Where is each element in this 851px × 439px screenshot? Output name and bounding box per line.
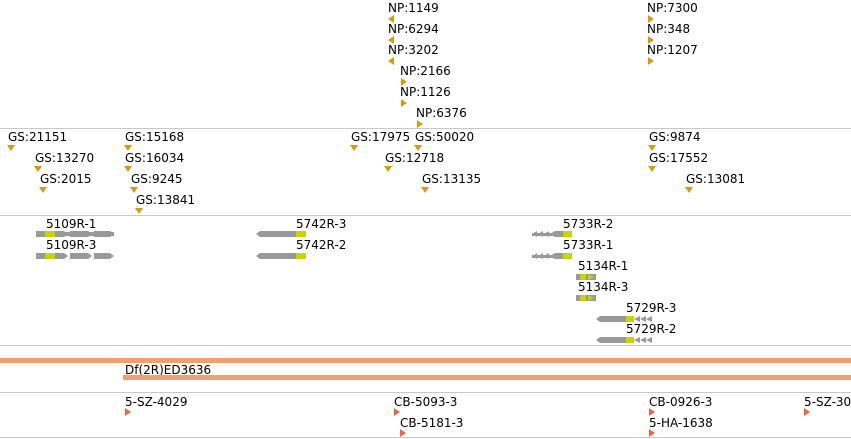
- gs-marker-17975[interactable]: [350, 145, 358, 151]
- gs-marker-9245[interactable]: [130, 187, 138, 193]
- np-marker-6376[interactable]: [417, 120, 423, 128]
- np-marker-6294[interactable]: [388, 36, 394, 44]
- transcript-5733R-1[interactable]: [532, 253, 572, 259]
- np-marker-1207[interactable]: [648, 57, 654, 65]
- gs-marker-13270[interactable]: [34, 166, 42, 172]
- cb-marker-CB-5093-3[interactable]: [394, 408, 400, 416]
- cb-label-5-SZ-4029[interactable]: 5-SZ-4029: [125, 395, 188, 409]
- np-marker-2166[interactable]: [401, 78, 407, 86]
- cb-label-5-HA-1638[interactable]: 5-HA-1638: [649, 416, 713, 430]
- gene-label-5134R-3[interactable]: 5134R-3: [578, 280, 629, 294]
- np-track: NP:1149 NP:6294 NP:3202 NP:2166 NP:1126 …: [0, 0, 851, 128]
- deficiency-track: Df(2R)ED3636: [0, 346, 851, 392]
- gene-glyphs: [36, 231, 652, 343]
- np-marker-1126[interactable]: [401, 99, 407, 107]
- np-label-1149[interactable]: NP:1149: [388, 1, 439, 15]
- gs-label-50020[interactable]: GS:50020: [415, 130, 475, 144]
- gene-label-5742R-3[interactable]: 5742R-3: [296, 217, 347, 231]
- gs-label-17975[interactable]: GS:17975: [351, 130, 411, 144]
- np-marker-7300[interactable]: [648, 15, 654, 23]
- transcript-5742R-3[interactable]: [256, 231, 306, 237]
- gs-label-16034[interactable]: GS:16034: [125, 151, 185, 165]
- gs-marker-2015[interactable]: [39, 187, 47, 193]
- gs-label-13081[interactable]: GS:13081: [686, 172, 746, 186]
- gs-marker-17552[interactable]: [648, 166, 656, 172]
- cb-marker-5-SZ-30[interactable]: [804, 408, 810, 416]
- np-label-1126[interactable]: NP:1126: [400, 85, 451, 99]
- gs-track: GS:21151 GS:13270 GS:2015 GS:15168 GS:16…: [0, 129, 851, 215]
- np-marker-1149[interactable]: [388, 15, 394, 23]
- gene-label-5733R-2[interactable]: 5733R-2: [563, 217, 614, 231]
- gene-label-5729R-3[interactable]: 5729R-3: [626, 301, 677, 315]
- gene-label-5729R-2[interactable]: 5729R-2: [626, 322, 677, 336]
- transcript-5742R-2[interactable]: [256, 253, 306, 259]
- gs-label-17552[interactable]: GS:17552: [649, 151, 709, 165]
- np-label-2166[interactable]: NP:2166: [400, 64, 451, 78]
- gene-label-5742R-2[interactable]: 5742R-2: [296, 238, 347, 252]
- track-divider: [0, 128, 851, 129]
- np-label-1207[interactable]: NP:1207: [647, 43, 698, 57]
- cb-label-CB-5093-3[interactable]: CB-5093-3: [394, 395, 458, 409]
- cb-label-CB-5181-3[interactable]: CB-5181-3: [400, 416, 464, 430]
- gs-marker-16034[interactable]: [124, 166, 132, 172]
- cb-marker-5-SZ-4029[interactable]: [125, 408, 131, 416]
- gs-label-13270[interactable]: GS:13270: [35, 151, 95, 165]
- np-marker-348[interactable]: [648, 36, 654, 44]
- transcript-5109R-3[interactable]: [36, 253, 114, 259]
- transcript-5134R-1[interactable]: [576, 274, 596, 280]
- deficiency-bar-ed3636[interactable]: [123, 375, 851, 380]
- gs-marker-50020[interactable]: [414, 145, 422, 151]
- gs-label-13841[interactable]: GS:13841: [136, 193, 196, 207]
- gs-marker-12718[interactable]: [384, 166, 392, 172]
- track-divider: [0, 215, 851, 216]
- transcript-5134R-3[interactable]: [576, 295, 596, 301]
- cb-label-CB-0926-3[interactable]: CB-0926-3: [649, 395, 713, 409]
- gs-marker-15168[interactable]: [124, 145, 132, 151]
- transcript-5109R-1[interactable]: [36, 231, 114, 237]
- np-marker-3202[interactable]: [388, 57, 394, 65]
- gene-label-5733R-1[interactable]: 5733R-1: [563, 238, 614, 252]
- track-divider: [0, 437, 851, 438]
- transcript-5733R-2[interactable]: [532, 231, 572, 237]
- gene-track: 5109R-1 5109R-3 5742R-3 5742R-2 5733R-2 …: [0, 216, 851, 345]
- gs-label-9245[interactable]: GS:9245: [131, 172, 183, 186]
- cb-track: 5-SZ-4029 CB-5093-3 CB-5181-3 CB-0926-3 …: [0, 393, 851, 437]
- cb-marker-CB-5181-3[interactable]: [400, 429, 406, 437]
- gs-label-15168[interactable]: GS:15168: [125, 130, 185, 144]
- np-label-3202[interactable]: NP:3202: [388, 43, 439, 57]
- track-divider: [0, 392, 851, 393]
- gs-label-9874[interactable]: GS:9874: [649, 130, 701, 144]
- gs-marker-13841[interactable]: [135, 208, 143, 214]
- gs-marker-13135[interactable]: [421, 187, 429, 193]
- np-label-6376[interactable]: NP:6376: [416, 106, 467, 120]
- np-label-6294[interactable]: NP:6294: [388, 22, 439, 36]
- gs-label-12718[interactable]: GS:12718: [385, 151, 445, 165]
- gs-marker-21151[interactable]: [7, 145, 15, 151]
- transcript-5729R-3[interactable]: [596, 316, 652, 322]
- np-label-348[interactable]: NP:348: [647, 22, 691, 36]
- gene-label-5134R-1[interactable]: 5134R-1: [578, 259, 629, 273]
- gene-label-5109R-1[interactable]: 5109R-1: [46, 217, 97, 231]
- gene-label-5109R-3[interactable]: 5109R-3: [46, 238, 97, 252]
- gs-label-13135[interactable]: GS:13135: [422, 172, 482, 186]
- deficiency-label[interactable]: Df(2R)ED3636: [125, 363, 212, 377]
- gs-marker-9874[interactable]: [648, 145, 656, 151]
- track-divider: [0, 345, 851, 346]
- transcript-5729R-2[interactable]: [596, 337, 652, 343]
- deficiency-bar-full[interactable]: [0, 358, 851, 363]
- gs-label-2015[interactable]: GS:2015: [40, 172, 92, 186]
- cb-marker-CB-0926-3[interactable]: [649, 408, 655, 416]
- cb-marker-5-HA-1638[interactable]: [649, 429, 655, 437]
- gs-marker-13081[interactable]: [685, 187, 693, 193]
- np-label-7300[interactable]: NP:7300: [647, 1, 698, 15]
- gs-label-21151[interactable]: GS:21151: [8, 130, 68, 144]
- cb-label-5-SZ-30[interactable]: 5-SZ-30: [804, 395, 851, 409]
